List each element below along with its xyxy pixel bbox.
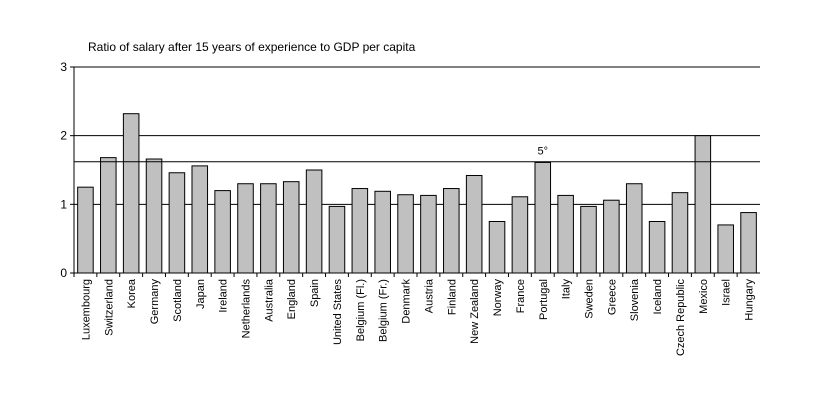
bar-france bbox=[511, 196, 529, 274]
y-tick-label-1: 1 bbox=[60, 197, 67, 211]
x-category-label: Sweden bbox=[584, 279, 596, 319]
x-category-label: France bbox=[515, 279, 527, 313]
x-category-label: Finland bbox=[446, 279, 458, 315]
x-category-label: Luxembourg bbox=[80, 279, 92, 340]
x-category-label: Iceland bbox=[652, 279, 664, 314]
x-category-label: Ireland bbox=[218, 279, 230, 313]
annotations: 5° bbox=[538, 145, 549, 157]
x-category-label: Korea bbox=[126, 278, 138, 308]
x-category-label: Greece bbox=[606, 279, 618, 315]
bar-belgium-fl bbox=[351, 188, 369, 274]
bar-slovenia bbox=[625, 183, 643, 274]
bar-israel bbox=[717, 224, 734, 274]
bar-denmark bbox=[397, 194, 414, 274]
bar-mexico bbox=[694, 135, 712, 274]
x-category-label: Switzerland bbox=[103, 279, 115, 336]
bar-germany bbox=[145, 158, 163, 274]
x-category-label: Austria bbox=[423, 278, 435, 313]
bar-belgium-fr bbox=[374, 190, 391, 274]
y-tick-label-0: 0 bbox=[60, 266, 67, 280]
bar-italy bbox=[557, 194, 574, 274]
y-tick-label-3: 3 bbox=[60, 60, 67, 74]
x-category-label: Denmark bbox=[401, 279, 413, 324]
bar-ireland bbox=[214, 190, 231, 274]
x-category-label: United States bbox=[332, 279, 344, 346]
bar-england bbox=[282, 181, 300, 274]
x-category-label: Spain bbox=[309, 279, 321, 307]
y-axis-ticks: 0 1 2 3 bbox=[60, 60, 74, 280]
bar-switzerland bbox=[100, 157, 117, 274]
x-category-label: England bbox=[286, 279, 298, 319]
bar-finland bbox=[443, 188, 460, 274]
x-category-label: Japan bbox=[195, 279, 207, 309]
x-category-label: Netherlands bbox=[241, 279, 253, 339]
bar-czech-republic bbox=[671, 192, 689, 274]
chart-title: Ratio of salary after 15 years of experi… bbox=[88, 40, 416, 54]
bar-greece bbox=[603, 199, 620, 274]
x-category-label: Scotland bbox=[172, 279, 184, 322]
bar-spain bbox=[305, 169, 323, 274]
bar-netherlands bbox=[237, 183, 254, 274]
bar-scotland bbox=[168, 172, 186, 274]
bar-korea bbox=[122, 113, 140, 274]
bar-japan bbox=[191, 165, 209, 274]
bar-hungary bbox=[740, 212, 757, 274]
bar-sweden bbox=[580, 205, 597, 274]
x-category-label: Australia bbox=[263, 278, 275, 322]
bar-portugal bbox=[534, 161, 552, 274]
y-tick-label-2: 2 bbox=[60, 129, 67, 143]
x-category-label: Mexico bbox=[698, 279, 710, 314]
x-category-label: Czech Republic bbox=[675, 279, 687, 357]
bar-new-zealand bbox=[465, 174, 483, 274]
bar-austria bbox=[420, 194, 437, 274]
bar-australia bbox=[260, 183, 277, 274]
x-category-label: Israel bbox=[721, 279, 733, 306]
gridlines bbox=[74, 66, 760, 205]
x-category-label: Belgium (Fl.) bbox=[355, 279, 367, 341]
x-category-label: New Zealand bbox=[469, 279, 481, 344]
bar-norway bbox=[488, 221, 506, 274]
bar-series bbox=[77, 113, 757, 274]
bar-luxembourg bbox=[77, 186, 94, 274]
x-category-label: Belgium (Fr.) bbox=[378, 279, 390, 342]
x-category-label: Slovenia bbox=[629, 278, 641, 321]
x-category-label: Norway bbox=[492, 279, 504, 317]
bar-united-states bbox=[328, 205, 346, 274]
x-category-label: Germany bbox=[149, 279, 161, 325]
annotation-label: 5° bbox=[538, 145, 549, 157]
x-category-label: Italy bbox=[561, 279, 573, 300]
x-category-label: Portugal bbox=[538, 279, 550, 320]
bar-iceland bbox=[648, 221, 666, 274]
x-axis-categories: Luxembourg Switzerland Korea Germany Scotlan… bbox=[73, 273, 756, 357]
x-category-label: Hungary bbox=[744, 279, 756, 321]
